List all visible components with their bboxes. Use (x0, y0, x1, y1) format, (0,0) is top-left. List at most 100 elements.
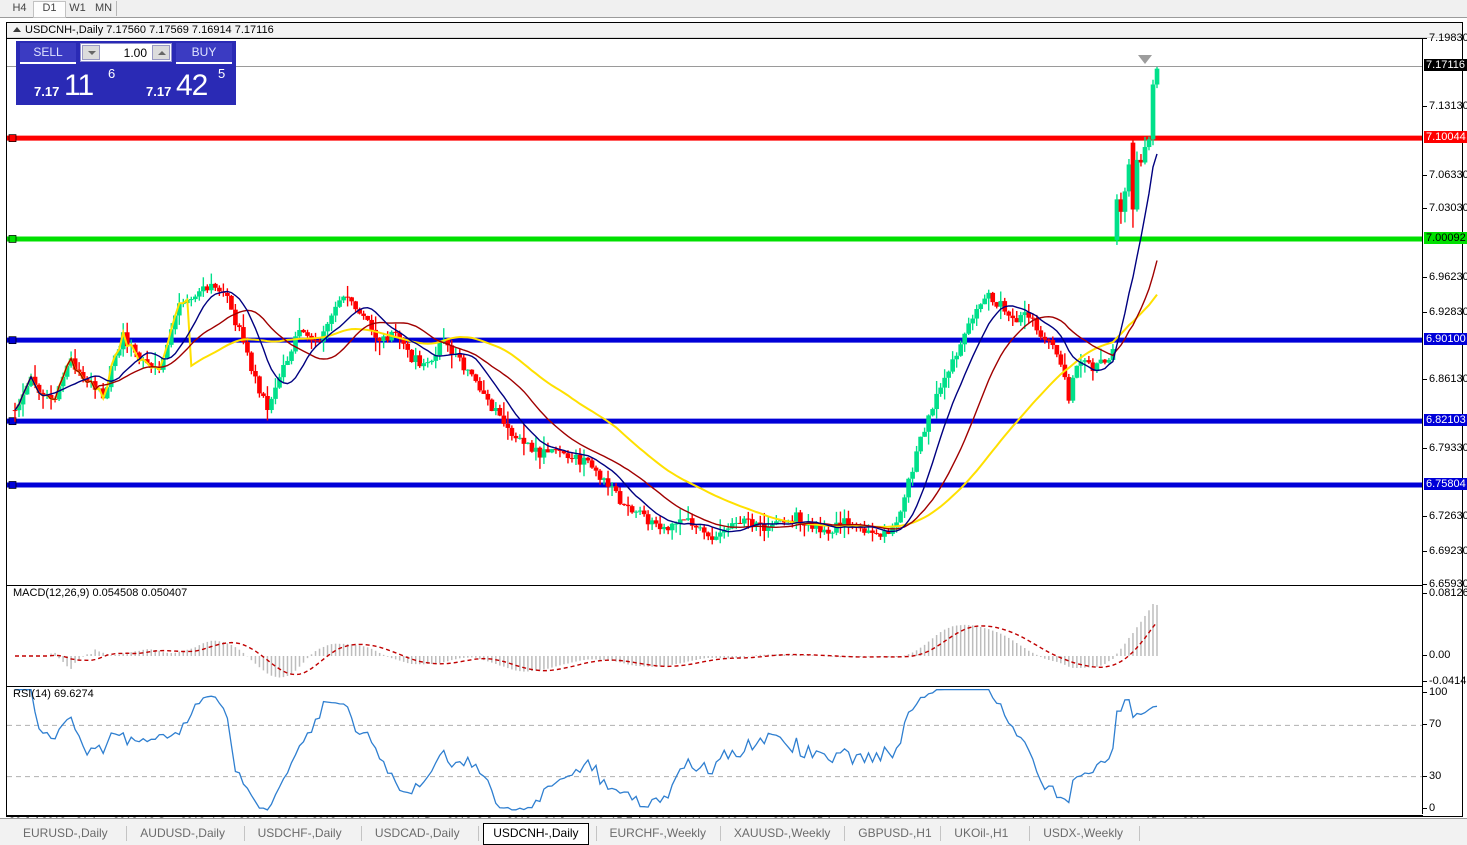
buy-price-prefix: 7.17 (146, 84, 172, 99)
macd-tick-min: -0.041412 (1429, 675, 1467, 687)
price-tick-6.69230: 6.69230 (1429, 544, 1467, 557)
scale-tick (1423, 174, 1427, 176)
scale-tick (1423, 38, 1427, 39)
symbol-tab-ukoilh1[interactable]: UKOil-,H1 (954, 826, 1009, 840)
price-badge-blue-line-2[interactable]: 6.82103 (1424, 414, 1467, 427)
buy-price-pips: 42 (176, 69, 208, 102)
support-line-blue-3 (7, 481, 1423, 489)
tab-separator (719, 826, 721, 841)
sell-button[interactable]: SELL (20, 43, 76, 64)
toolbar-separator (116, 1, 117, 16)
chart-title-text: USDCNH-,Daily 7.17560 7.17569 7.16914 7.… (25, 24, 274, 36)
volume-increase-button[interactable] (152, 45, 170, 60)
symbol-tab-usdxweekly[interactable]: USDX-,Weekly (1043, 826, 1123, 840)
support-line-blue-1 (7, 336, 1423, 345)
chevron-up-icon (158, 51, 166, 55)
scale-tick (1423, 105, 1427, 107)
scale-tick (1423, 692, 1427, 693)
price-tick-6.79330: 6.79330 (1429, 442, 1467, 455)
symbol-tab-usdcaddaily[interactable]: USDCAD-,Daily (374, 826, 460, 840)
scale-tick (1423, 379, 1427, 381)
scale-tick (1423, 775, 1427, 777)
one-click-trading-panel[interactable]: SELL 1.00 BUY 7.17 11 6 7.17 42 5 (16, 41, 236, 105)
symbol-tab-audusddaily[interactable]: AUDUSD-,Daily (140, 826, 225, 840)
symbol-tab-usdcnhdaily[interactable]: USDCNH-,Daily (483, 823, 589, 845)
macd-tick-zero: 0.00 (1429, 649, 1451, 661)
rsi-indicator-label: RSI(14) 69.6274 (13, 688, 94, 700)
rsi-line (15, 688, 1158, 811)
tab-separator (940, 826, 942, 841)
symbol-tab-xauusdweekly[interactable]: XAUUSD-,Weekly (733, 826, 831, 840)
buy-price-display[interactable]: 7.17 42 5 (128, 63, 232, 103)
ma-fast-line (14, 153, 1158, 533)
resistance-line-red (7, 134, 1423, 142)
price-badge-blue-line-1[interactable]: 6.90100 (1424, 333, 1467, 346)
price-tick-6.92830: 6.92830 (1429, 305, 1467, 318)
price-tick-7.06330: 7.06330 (1429, 168, 1467, 181)
tab-separator (1029, 826, 1031, 841)
price-scale[interactable]: 7.19830 7.13130 7.06330 7.03030 6.96230 6.928… (1422, 33, 1467, 814)
buy-button[interactable]: BUY (176, 43, 232, 64)
symbol-tab-bar: EURUSD-,Daily AUDUSD-,Daily USDCHF-,Daily U… (0, 818, 1467, 845)
scale-tick (1423, 584, 1427, 585)
tab-separator (844, 826, 846, 841)
timeframe-button-mn[interactable]: MN (94, 2, 113, 14)
scale-tick (1423, 208, 1427, 210)
price-badge-blue-line-3[interactable]: 6.75804 (1424, 477, 1467, 490)
price-badge-green-line[interactable]: 7.00092 (1424, 231, 1467, 244)
symbol-tab-gbpusdh1[interactable]: GBPUSD-,H1 (858, 826, 932, 840)
tab-separator (595, 826, 597, 841)
current-price-badge[interactable]: 7.17116 (1424, 59, 1467, 72)
chart-window: USDCNH-,Daily 7.17560 7.17569 7.16914 7.… (6, 22, 1467, 828)
timeframe-toolbar: H4 D1 W1 MN (0, 0, 1467, 18)
price-badge-red-line[interactable]: 7.10044 (1424, 131, 1467, 144)
scale-tick (1423, 311, 1427, 313)
rsi-tick-0: 0 (1429, 802, 1436, 814)
volume-stepper[interactable]: 1.00 (80, 43, 172, 62)
scale-tick (1423, 655, 1427, 656)
price-tick-7.13130: 7.13130 (1429, 99, 1467, 112)
macd-chart-svg (15, 604, 1158, 678)
scale-tick (1423, 808, 1427, 809)
scale-tick (1423, 516, 1427, 518)
timeframe-button-w1[interactable]: W1 (69, 2, 86, 14)
tab-separator (243, 826, 245, 841)
rsi-chart-svg (7, 688, 1423, 811)
volume-decrease-button[interactable] (82, 45, 100, 60)
chevron-down-icon (88, 51, 96, 55)
support-line-blue-2 (7, 417, 1423, 426)
symbol-tab-usdchfdaily[interactable]: USDCHF-,Daily (257, 826, 342, 840)
rsi-tick-100: 100 (1429, 686, 1448, 698)
timeframe-button-d1[interactable]: D1 (33, 1, 66, 18)
rsi-tick-70: 70 (1429, 718, 1442, 731)
tab-separator (126, 826, 128, 841)
macd-signal-line (15, 621, 1158, 676)
target-line-green (7, 235, 1423, 243)
price-tick-6.86130: 6.86130 (1429, 373, 1467, 386)
sell-price-pips: 11 (64, 69, 94, 102)
symbol-tab-eurchfweekly[interactable]: EURCHF-,Weekly (609, 826, 706, 840)
triangle-up-icon[interactable] (13, 27, 21, 32)
price-pane[interactable] (7, 38, 1423, 586)
macd-tick-max: 0.081265 (1429, 587, 1467, 599)
macd-pane[interactable]: MACD(12,26,9) 0.054508 0.050407 (7, 585, 1423, 687)
scale-tick (1423, 550, 1427, 552)
symbol-tab-eurusddaily[interactable]: EURUSD-,Daily (23, 826, 108, 840)
rsi-pane[interactable]: RSI(14) 69.6274 (7, 686, 1423, 816)
sell-price-prefix: 7.17 (34, 84, 60, 99)
macd-indicator-label: MACD(12,26,9) 0.054508 0.050407 (13, 587, 188, 599)
price-tick-6.65930: 6.65930 (1429, 578, 1467, 590)
sell-price-display[interactable]: 7.17 11 6 (20, 63, 124, 103)
price-tick-7.19830: 7.19830 (1429, 32, 1467, 44)
tab-separator (478, 826, 480, 841)
rsi-tick-30: 30 (1429, 769, 1442, 782)
ma-mid-line (14, 260, 1158, 530)
buy-price-fraction: 5 (218, 66, 226, 81)
timeframe-button-h4[interactable]: H4 (12, 2, 27, 14)
scale-tick (1423, 277, 1427, 279)
scale-tick (1423, 448, 1427, 450)
ma-slow-line (14, 293, 1158, 528)
price-chart-svg (7, 55, 1423, 545)
chart-marker-arrow-icon (1138, 55, 1152, 64)
scale-tick (1423, 593, 1427, 594)
